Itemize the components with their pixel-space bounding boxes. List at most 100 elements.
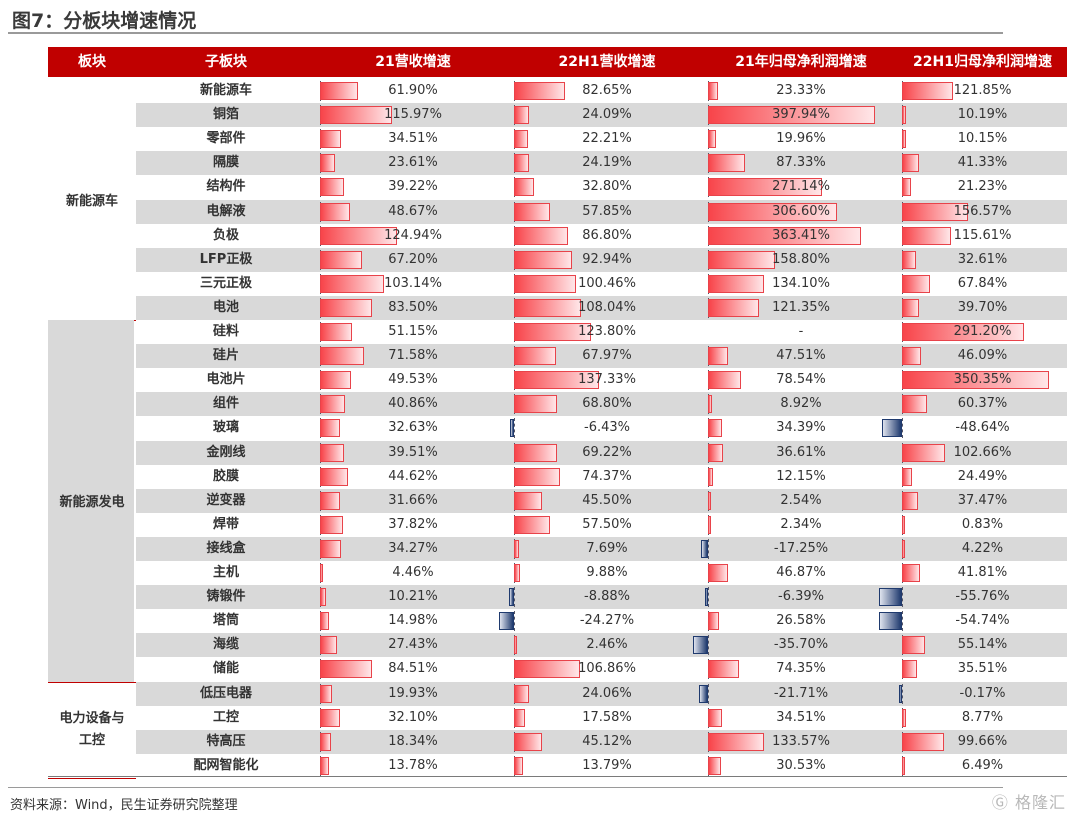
group-divider <box>48 777 136 779</box>
bar-positive <box>320 564 323 582</box>
bar-positive <box>708 82 718 100</box>
bar-positive <box>320 684 333 703</box>
cell-profit-21: - <box>704 320 898 344</box>
bar-positive <box>320 660 373 679</box>
data-label: 103.14% <box>384 275 442 291</box>
bar-positive <box>320 732 332 751</box>
cell-rev-21: 124.94% <box>316 224 510 248</box>
bar-positive <box>902 443 946 462</box>
data-label: 46.09% <box>957 348 1008 364</box>
data-label: 45.50% <box>582 492 632 508</box>
data-label: 34.51% <box>776 709 826 725</box>
bar-positive <box>320 202 351 221</box>
bar-positive <box>320 106 392 125</box>
data-label: 61.90% <box>388 83 438 98</box>
data-label: 84.51% <box>388 661 438 677</box>
cell-profit-22h1: 55.14% <box>898 633 1067 657</box>
bar-positive <box>514 564 521 582</box>
data-label: 134.10% <box>772 275 830 291</box>
bar-negative <box>508 588 514 607</box>
subsector-label: 玻璃 <box>212 420 239 436</box>
bar-positive <box>902 756 905 775</box>
cell-rev-22h1: 67.97% <box>510 344 704 368</box>
bar-positive <box>708 154 745 173</box>
cell-rev-21: 10.21% <box>316 585 510 609</box>
table-row: 结构件 39.22% 32.80% 271.14% 21.23% <box>48 175 1067 199</box>
data-label: 48.67% <box>388 203 438 219</box>
table-header: 板块 子板块 21营收增速 22H1营收增速 21年归母净利润增速 22H1归母… <box>48 47 1067 77</box>
data-label: 71.58% <box>388 348 438 364</box>
header-profit-22h1: 22H1归母净利润增速 <box>913 54 1052 70</box>
data-label: 19.93% <box>388 685 438 701</box>
zero-axis <box>902 587 903 608</box>
cell-rev-22h1: 82.65% <box>510 79 704 103</box>
cell-rev-22h1: 24.19% <box>510 151 704 175</box>
bar-positive <box>320 419 341 438</box>
data-label: 32.63% <box>388 420 438 436</box>
data-label: 115.97% <box>384 107 442 123</box>
bar-positive <box>708 564 728 582</box>
figure-title: 图7：分板块增速情况 <box>12 10 197 32</box>
cell-profit-21: 46.87% <box>704 561 898 585</box>
cell-profit-21: 306.60% <box>704 200 898 224</box>
bar-positive <box>514 106 529 125</box>
data-label: 13.79% <box>582 757 632 773</box>
cell-profit-22h1: 10.15% <box>898 127 1067 151</box>
table-row: 工控 32.10% 17.58% 34.51% 8.77% <box>48 706 1067 730</box>
data-label: 87.33% <box>776 155 826 171</box>
table-row: 海缆 27.43% 2.46% -35.70% 55.14% <box>48 633 1067 658</box>
cell-profit-22h1: 35.51% <box>898 657 1067 681</box>
bar-positive <box>902 274 931 293</box>
bar-positive <box>514 539 519 558</box>
cell-rev-22h1: 92.94% <box>510 248 704 272</box>
cell-profit-22h1: 41.81% <box>898 561 1067 585</box>
subsector-label: 逆变器 <box>206 492 246 508</box>
data-label: 10.15% <box>957 131 1008 147</box>
bar-positive <box>320 130 342 149</box>
cell-rev-22h1: 13.79% <box>510 754 704 778</box>
table-row: 电池 83.50% 108.04% 121.35% 39.70% <box>48 295 1067 320</box>
bar-positive <box>708 467 714 486</box>
cell-rev-21: 48.67% <box>316 200 510 224</box>
data-label: 7.69% <box>586 540 628 556</box>
bar-positive <box>902 660 917 679</box>
cell-profit-22h1: -55.76% <box>878 585 1067 609</box>
bar-negative <box>498 612 514 631</box>
subsector-label: 组件 <box>212 396 239 412</box>
bar-positive <box>902 732 944 751</box>
data-label: 306.60% <box>772 203 830 219</box>
data-label: 2.34% <box>780 516 822 532</box>
data-label: 100.46% <box>578 275 636 291</box>
data-label: 37.82% <box>388 516 438 532</box>
cell-profit-21: 8.92% <box>704 392 898 416</box>
data-label: -17.25% <box>773 540 829 556</box>
subsector-label: 塔筒 <box>212 613 239 629</box>
cell-profit-22h1: 67.84% <box>898 272 1067 296</box>
bar-positive <box>514 226 568 245</box>
bar-positive <box>708 274 765 293</box>
cell-profit-21: 34.51% <box>704 706 898 730</box>
cell-profit-21: 26.58% <box>704 609 898 633</box>
data-label: 133.57% <box>772 733 830 749</box>
data-label: 2.54% <box>780 492 822 508</box>
bar-positive <box>514 82 566 100</box>
data-label: 6.49% <box>961 757 1004 773</box>
data-label: 41.33% <box>957 155 1008 171</box>
bar-positive <box>320 588 327 607</box>
subsector-label: 隔膜 <box>212 155 239 171</box>
table-row: 电池片 49.53% 137.33% 78.54% 350.35% <box>48 368 1067 392</box>
data-label: 24.06% <box>582 685 632 701</box>
bar-positive <box>708 106 876 125</box>
cell-rev-22h1: 68.80% <box>510 392 704 416</box>
bar-positive <box>514 491 543 510</box>
data-label: -6.43% <box>584 420 630 436</box>
data-label: 350.35% <box>953 372 1012 388</box>
bar-positive <box>902 130 907 149</box>
table-row: 硅片 71.58% 67.97% 47.51% 46.09% <box>48 344 1067 369</box>
zero-axis <box>708 538 709 559</box>
cell-rev-22h1: 86.80% <box>510 224 704 248</box>
bar-positive <box>708 756 721 775</box>
cell-profit-22h1: 24.49% <box>898 465 1067 489</box>
bar-positive <box>708 202 837 221</box>
bar-positive <box>320 347 365 366</box>
